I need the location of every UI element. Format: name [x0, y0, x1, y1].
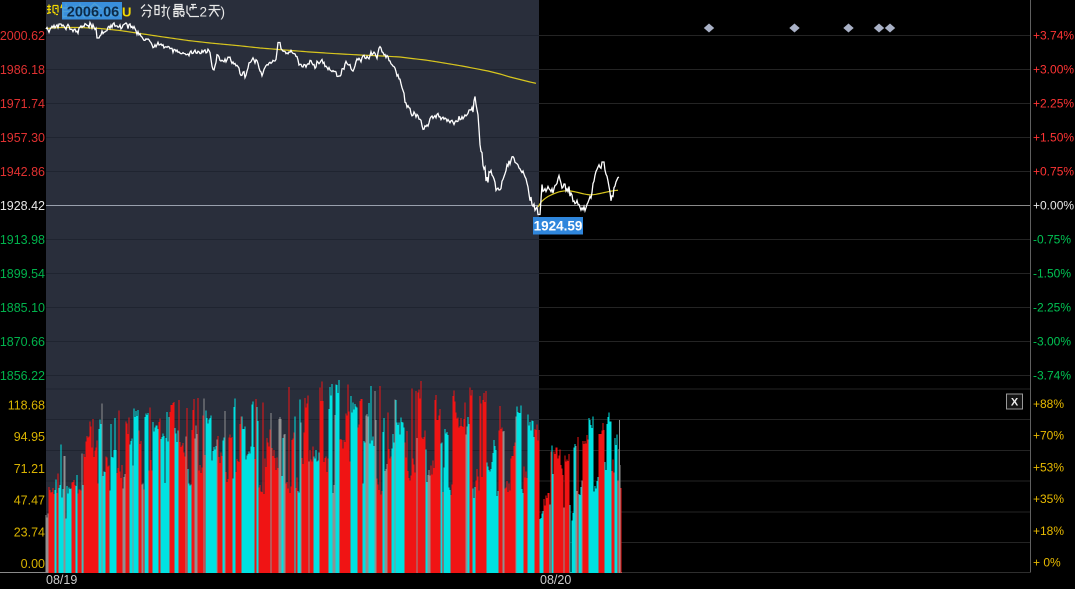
svg-text:+70%: +70%: [1033, 429, 1064, 443]
svg-text:+2.25%: +2.25%: [1033, 97, 1074, 111]
svg-text:+18%: +18%: [1033, 524, 1064, 538]
svg-text:(: (: [166, 5, 171, 20]
svg-text:-1.50%: -1.50%: [1033, 267, 1071, 281]
svg-text:08/19: 08/19: [46, 573, 77, 587]
svg-text:1870.66: 1870.66: [0, 335, 45, 349]
svg-text:+88%: +88%: [1033, 397, 1064, 411]
svg-text:-2.25%: -2.25%: [1033, 301, 1071, 315]
svg-text:+0.75%: +0.75%: [1033, 165, 1074, 179]
svg-text:X: X: [1011, 397, 1019, 409]
svg-text:0.00: 0.00: [21, 557, 45, 571]
svg-text:+3.00%: +3.00%: [1033, 63, 1074, 77]
svg-text:-3.74%: -3.74%: [1033, 369, 1071, 383]
svg-text:1971.74: 1971.74: [0, 97, 45, 111]
svg-text:+35%: +35%: [1033, 492, 1064, 506]
svg-text:1924.59: 1924.59: [534, 219, 583, 234]
svg-text:+1.50%: +1.50%: [1033, 131, 1074, 145]
svg-text:1957.30: 1957.30: [0, 131, 45, 145]
svg-text:2: 2: [200, 5, 208, 20]
svg-text:1986.18: 1986.18: [0, 63, 45, 77]
svg-text:1913.98: 1913.98: [0, 233, 45, 247]
svg-text:1885.10: 1885.10: [0, 301, 45, 315]
svg-text:47.47: 47.47: [14, 494, 45, 508]
svg-text:1942.86: 1942.86: [0, 165, 45, 179]
svg-text:71.21: 71.21: [14, 462, 45, 476]
svg-text:+53%: +53%: [1033, 460, 1064, 474]
svg-text:): ): [221, 5, 226, 20]
svg-text:+ 0%: + 0%: [1033, 556, 1061, 570]
svg-text:1856.22: 1856.22: [0, 369, 45, 383]
svg-text:-3.00%: -3.00%: [1033, 335, 1071, 349]
svg-text:23.74: 23.74: [14, 525, 45, 539]
svg-text:2006.06: 2006.06: [67, 5, 119, 21]
svg-text:08/20: 08/20: [540, 573, 571, 587]
svg-text:1928.42: 1928.42: [0, 199, 45, 213]
svg-text:2000.62: 2000.62: [0, 29, 45, 43]
svg-text:+0.00%: +0.00%: [1033, 199, 1074, 213]
svg-text:1899.54: 1899.54: [0, 267, 45, 281]
svg-text:94.95: 94.95: [14, 430, 45, 444]
svg-text:118.68: 118.68: [8, 399, 45, 413]
svg-text:+3.74%: +3.74%: [1033, 29, 1074, 43]
svg-text:-0.75%: -0.75%: [1033, 233, 1071, 247]
